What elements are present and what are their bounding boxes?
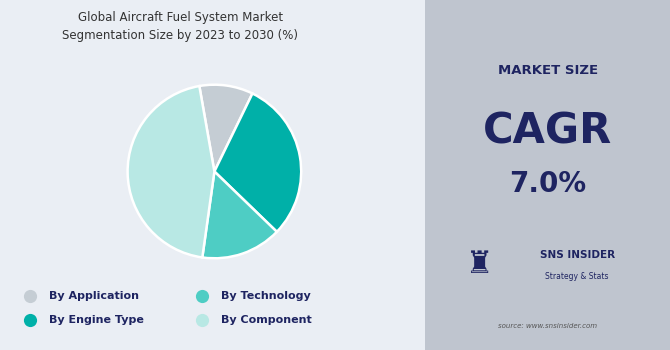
Text: MARKET SIZE: MARKET SIZE	[498, 63, 598, 77]
Text: By Technology: By Technology	[221, 291, 311, 301]
Text: CAGR: CAGR	[483, 110, 612, 152]
Text: ♜: ♜	[466, 250, 493, 279]
FancyBboxPatch shape	[421, 0, 670, 350]
Text: source: www.snsinsider.com: source: www.snsinsider.com	[498, 322, 597, 329]
Wedge shape	[214, 93, 302, 232]
Wedge shape	[202, 172, 277, 258]
Text: Strategy & Stats: Strategy & Stats	[545, 272, 609, 281]
Text: 7.0%: 7.0%	[509, 170, 586, 198]
Point	[25, 317, 36, 323]
Text: SNS INSIDER: SNS INSIDER	[539, 251, 614, 260]
Wedge shape	[200, 85, 253, 172]
Text: By Application: By Application	[50, 291, 139, 301]
Wedge shape	[127, 86, 214, 258]
Point	[196, 317, 207, 323]
Text: Global Aircraft Fuel System Market
Segmentation Size by 2023 to 2030 (%): Global Aircraft Fuel System Market Segme…	[62, 10, 298, 42]
Text: By Component: By Component	[221, 315, 312, 325]
Point	[196, 293, 207, 299]
Point	[25, 293, 36, 299]
Text: By Engine Type: By Engine Type	[50, 315, 144, 325]
